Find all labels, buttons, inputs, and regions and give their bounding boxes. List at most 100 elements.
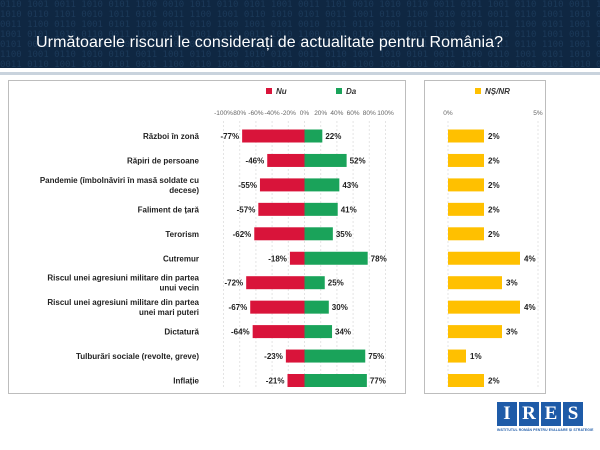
bar-da: [304, 300, 329, 314]
data-label-ns: 3%: [506, 279, 518, 288]
category-label: Dictatură: [164, 328, 199, 337]
bar-da: [304, 349, 366, 363]
logo-letter: E: [541, 402, 561, 426]
x-tick-label: 5%: [533, 110, 543, 117]
category-label: Terorism: [165, 230, 199, 239]
x-tick-label: 0%: [300, 110, 310, 117]
bar-nu: [252, 325, 305, 339]
data-label-da: 25%: [328, 279, 344, 288]
logo-letter: R: [519, 402, 539, 426]
category-label: Pandemie (îmbolnăviri în masă soldate cu: [40, 176, 199, 185]
bar-ns: [448, 251, 520, 265]
bar-da: [304, 202, 338, 216]
bar-ns: [448, 178, 484, 192]
header-gap: [0, 68, 600, 72]
category-label: Faliment de țară: [138, 205, 200, 214]
data-label-nu: -21%: [266, 377, 285, 386]
data-label-ns: 2%: [488, 181, 500, 190]
x-tick-label: 0%: [443, 110, 453, 117]
logo-subtitle: INSTITUTUL ROMÂN PENTRU EVALUARE ȘI STRA…: [497, 428, 594, 432]
x-tick-label: -40%: [265, 110, 280, 117]
data-label-da: 78%: [371, 254, 387, 263]
ns-nr-chart: 0% 5% NȘ/NR 2% 2% 2% 2% 2% 4% 3% 4% 3% 1% 2%: [443, 87, 543, 387]
bar-da: [304, 129, 323, 143]
data-label-da: 34%: [335, 328, 351, 337]
bar-da: [304, 325, 333, 339]
x-tick-label: 80%: [363, 110, 376, 117]
data-label-nu: -62%: [233, 230, 252, 239]
data-label-ns: 3%: [506, 328, 518, 337]
bar-ns: [448, 129, 484, 143]
category-label: Riscul unei agresiuni militare din parte…: [47, 298, 199, 307]
legend-label-nu: Nu: [276, 87, 287, 96]
bar-nu: [246, 276, 305, 290]
data-label-da: 41%: [341, 205, 357, 214]
data-label-ns: 2%: [488, 205, 500, 214]
nu-da-chart: -100% 80% -60% -40% -20% 0% 20% 40% 60% 80% 100%Nu…: [40, 87, 394, 387]
legend-label-ns: NȘ/NR: [485, 87, 510, 96]
bar-da: [304, 227, 333, 241]
ires-logo: I R E S INSTITUTUL ROMÂN PENTRU EVALUARE…: [497, 402, 594, 442]
bar-ns: [448, 153, 484, 167]
x-tick-label: -20%: [281, 110, 296, 117]
page-title: Următoarele riscuri le considerați de ac…: [36, 34, 504, 51]
bar-ns: [448, 325, 502, 339]
data-label-nu: -23%: [264, 352, 283, 361]
logo-letters: I R E S: [497, 402, 587, 426]
legend-swatch-da: [336, 88, 342, 94]
data-label-ns: 2%: [488, 156, 500, 165]
ns-chart-panel: 0% 5% NȘ/NR 2% 2% 2% 2% 2% 4% 3% 4% 3% 1% 2%: [424, 80, 546, 394]
data-label-nu: -57%: [237, 205, 256, 214]
bar-ns: [448, 374, 484, 387]
logo-letter: S: [563, 402, 583, 426]
category-label: Tulburări sociale (revolte, greve): [76, 352, 199, 361]
bar-nu: [254, 227, 305, 241]
bar-ns: [448, 276, 502, 290]
x-tick-label: 60%: [347, 110, 360, 117]
data-label-nu: -64%: [231, 328, 250, 337]
legend-label-da: Da: [346, 87, 357, 96]
data-label-ns: 1%: [470, 352, 482, 361]
bar-da: [304, 251, 368, 265]
category-label: Cutremur: [163, 254, 199, 263]
category-label: Răpiri de persoane: [127, 156, 200, 165]
bar-nu: [242, 129, 305, 143]
data-label-da: 43%: [342, 181, 358, 190]
bar-ns: [448, 300, 520, 314]
data-label-nu: -46%: [246, 156, 265, 165]
x-tick-label: -60%: [248, 110, 263, 117]
data-label-nu: -67%: [229, 303, 248, 312]
data-label-nu: -55%: [238, 181, 257, 190]
bar-nu: [258, 202, 305, 216]
data-label-da: 52%: [350, 156, 366, 165]
data-label-ns: 2%: [488, 377, 500, 386]
bar-nu: [287, 374, 305, 387]
data-label-da: 75%: [368, 352, 384, 361]
category-label: Război în zonă: [143, 132, 200, 141]
bar-nu: [285, 349, 305, 363]
legend-swatch-nu: [266, 88, 272, 94]
bar-da: [304, 178, 340, 192]
bar-da: [304, 374, 367, 387]
data-label-nu: -77%: [220, 132, 239, 141]
bar-ns: [448, 349, 466, 363]
bar-ns: [448, 202, 484, 216]
category-label: decese): [169, 186, 199, 195]
bar-da: [304, 276, 325, 290]
x-tick-label: -100%: [214, 110, 233, 117]
category-label: unei mari puteri: [139, 308, 199, 317]
header-divider: [0, 72, 600, 75]
header-banner: 0110 1001 0011 1010 0101 1100 0010 1011 …: [0, 0, 600, 68]
binary-background-decoration: 0110 1001 0011 1010 0101 1100 0010 1011 …: [0, 0, 600, 68]
main-chart-panel: -100% 80% -60% -40% -20% 0% 20% 40% 60% 80% 100% Nu…: [8, 80, 406, 394]
data-label-da: 22%: [325, 132, 341, 141]
bar-nu: [259, 178, 305, 192]
x-tick-label: 100%: [377, 110, 394, 117]
data-label-ns: 4%: [524, 303, 536, 312]
bar-nu: [267, 153, 305, 167]
data-label-nu: -72%: [224, 279, 243, 288]
bar-ns: [448, 227, 484, 241]
x-tick-label: 40%: [330, 110, 343, 117]
bar-nu: [250, 300, 305, 314]
data-label-da: 30%: [332, 303, 348, 312]
